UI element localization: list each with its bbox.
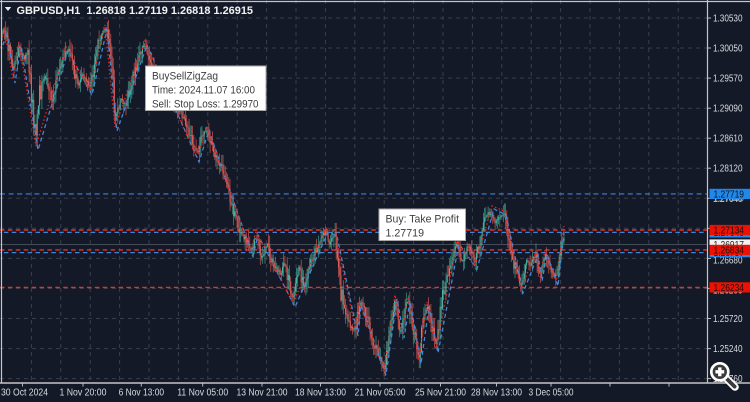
svg-text:1.26234: 1.26234 xyxy=(714,283,745,294)
svg-text:6 Nov 13:00: 6 Nov 13:00 xyxy=(119,388,165,399)
svg-text:1.27719: 1.27719 xyxy=(386,228,425,240)
svg-text:25 Nov 21:00: 25 Nov 21:00 xyxy=(415,388,466,399)
svg-text:Sell: Stop Loss: 1.29970: Sell: Stop Loss: 1.29970 xyxy=(152,99,259,111)
svg-text:1.27719: 1.27719 xyxy=(714,189,745,200)
svg-text:1.30530: 1.30530 xyxy=(713,14,743,25)
svg-text:28 Nov 13:00: 28 Nov 13:00 xyxy=(471,388,522,399)
svg-text:1.25720: 1.25720 xyxy=(713,314,743,325)
svg-text:Buy: Take Profit: Buy: Take Profit xyxy=(386,214,460,226)
svg-text:1.29570: 1.29570 xyxy=(713,74,743,85)
svg-text:1 Nov 20:00: 1 Nov 20:00 xyxy=(60,388,107,399)
svg-text:Time: 2024.11.07 16:00: Time: 2024.11.07 16:00 xyxy=(152,85,255,97)
svg-text:21 Nov 05:00: 21 Nov 05:00 xyxy=(355,388,406,399)
svg-text:1.29090: 1.29090 xyxy=(713,104,743,115)
svg-text:1.28120: 1.28120 xyxy=(713,164,743,175)
svg-text:BuySellZigZag: BuySellZigZag xyxy=(152,71,218,83)
svg-text:1.26680: 1.26680 xyxy=(713,256,743,267)
svg-text:GBPUSD,H1 1.26818 1.27119 1.2: GBPUSD,H1 1.26818 1.27119 1.26818 1.2691… xyxy=(17,5,254,17)
svg-text:1.28610: 1.28610 xyxy=(713,134,743,145)
svg-text:18 Nov 13:00: 18 Nov 13:00 xyxy=(295,388,346,399)
svg-text:1.26834: 1.26834 xyxy=(714,245,745,256)
svg-text:30 Oct 2024: 30 Oct 2024 xyxy=(1,388,48,399)
svg-text:1.27640: 1.27640 xyxy=(713,194,743,205)
svg-text:3 Dec 05:00: 3 Dec 05:00 xyxy=(529,388,574,399)
svg-text:11 Nov 05:00: 11 Nov 05:00 xyxy=(177,388,228,399)
svg-text:1.27134: 1.27134 xyxy=(714,226,745,237)
svg-text:13 Nov 21:00: 13 Nov 21:00 xyxy=(237,388,288,399)
svg-text:1.25240: 1.25240 xyxy=(713,344,743,355)
svg-text:1.30050: 1.30050 xyxy=(713,44,743,55)
